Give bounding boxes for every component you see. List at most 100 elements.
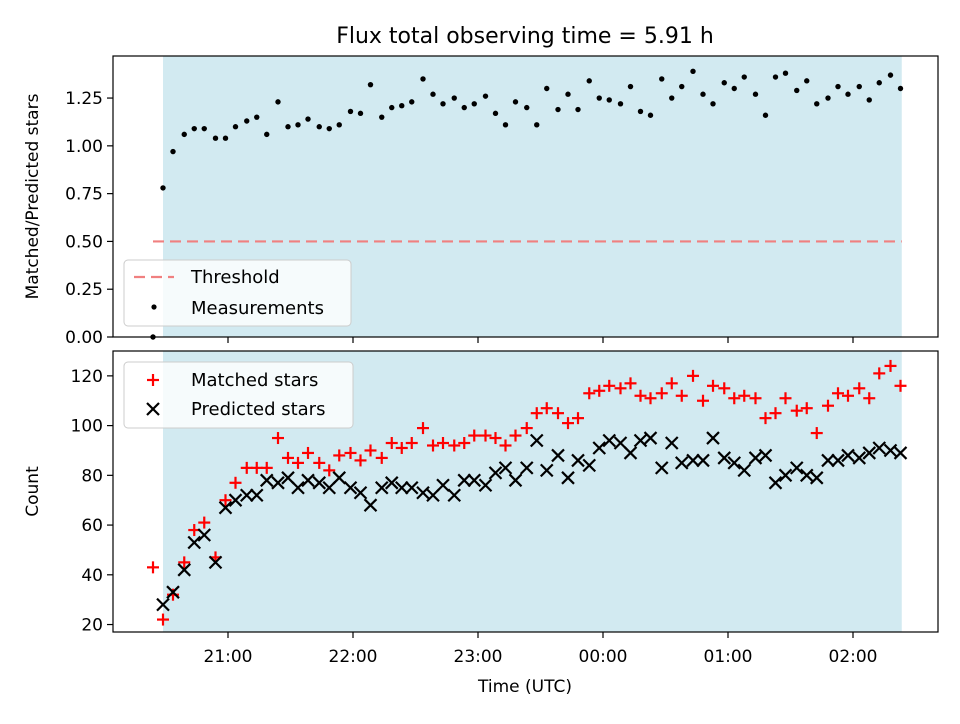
- matched-stars-point: [738, 389, 751, 402]
- matched-stars-point: [468, 429, 481, 442]
- predicted-stars-point: [218, 500, 233, 515]
- matched-stars-point: [728, 392, 741, 405]
- bottom-axes-frame: [112, 350, 939, 633]
- matched-stars-point: [853, 382, 866, 395]
- measurement-point: [471, 101, 477, 107]
- measurement-point: [379, 114, 385, 120]
- matched-stars-point: [458, 437, 471, 450]
- measurement-point: [420, 76, 426, 82]
- matched-stars-point: [687, 369, 699, 382]
- measurement-point: [534, 122, 540, 128]
- matched-stars-point: [229, 476, 242, 489]
- matched-stars-point: [448, 439, 461, 452]
- chart-title: Flux total observing time = 5.91 h: [336, 24, 714, 49]
- predicted-stars-point: [374, 480, 389, 495]
- predicted-stars-point: [208, 555, 223, 570]
- measurement-point: [617, 101, 624, 107]
- predicted-stars-point: [737, 463, 752, 478]
- predicted-stars-point: [686, 453, 700, 468]
- measurement-point: [606, 97, 612, 103]
- predicted-stars-point: [363, 498, 378, 512]
- measurement-point: [512, 99, 519, 105]
- measurement-point: [575, 106, 581, 113]
- measurement-point: [690, 68, 696, 74]
- matched-stars-point: [707, 379, 719, 392]
- y-tick-label: 20: [81, 616, 103, 636]
- matched-stars-point: [769, 407, 782, 420]
- legend-threshold-label: Threshold: [190, 267, 280, 288]
- y-tick-label: 0.75: [65, 185, 103, 205]
- matched-stars-point: [385, 437, 398, 450]
- measurement-point: [191, 125, 197, 132]
- measurement-point: [772, 74, 779, 80]
- measurement-point: [367, 81, 374, 88]
- predicted-stars-point: [353, 485, 368, 500]
- y-tick-label: 0.25: [65, 280, 103, 300]
- predicted-stars-point: [821, 453, 835, 468]
- predicted-stars-point: [852, 451, 867, 465]
- matched-stars-point: [147, 561, 159, 574]
- matched-stars-point: [749, 392, 762, 405]
- top-y-axis: 0.00 0.25 0.50 0.75 1.00 1.25: [65, 89, 113, 348]
- predicted-stars-point: [228, 493, 243, 507]
- matched-stars-point: [302, 446, 314, 459]
- measurement-point: [637, 108, 644, 115]
- predicted-stars-point: [239, 488, 254, 503]
- measurement-point: [845, 91, 851, 97]
- predicted-stars-point: [197, 528, 212, 542]
- matched-stars-point: [260, 461, 273, 474]
- x-tick-label: 01:00: [704, 647, 753, 667]
- predicted-stars-point: [384, 476, 399, 490]
- matched-stars-point: [178, 556, 191, 569]
- x-tick-label: 23:00: [454, 647, 503, 667]
- measurement-point: [232, 124, 239, 130]
- matched-stars-point: [219, 494, 232, 507]
- measurement-point: [244, 118, 250, 124]
- predicted-stars-point: [623, 446, 638, 460]
- measurement-point: [752, 91, 759, 97]
- predicted-stars-point: [696, 453, 710, 468]
- measurement-point: [430, 91, 436, 97]
- matched-stars-point: [675, 389, 688, 402]
- predicted-stars-point: [582, 458, 597, 473]
- measurement-point: [222, 135, 229, 141]
- predicted-stars-point: [602, 433, 617, 448]
- predicted-stars-point: [571, 453, 585, 468]
- measurement-point: [825, 95, 831, 101]
- predicted-stars-point: [883, 443, 898, 458]
- measurement-point: [254, 114, 260, 120]
- x-tick-label: 22:00: [329, 647, 378, 667]
- x-tick-label: 02:00: [829, 647, 878, 667]
- matched-stars-point: [593, 384, 606, 397]
- predicted-stars-point: [508, 473, 523, 488]
- predicted-stars-point: [519, 461, 534, 475]
- top-y-axis-label: Matched/Predicted stars: [23, 93, 43, 299]
- measurement-point: [264, 131, 270, 138]
- matched-stars-point: [842, 389, 854, 402]
- measurement-point: [835, 83, 841, 90]
- matched-stars-point: [364, 444, 377, 457]
- matched-stars-point: [583, 387, 596, 400]
- matched-stars-point: [395, 441, 408, 454]
- predicted-stars-point: [893, 446, 908, 460]
- predicted-stars-point: [872, 441, 887, 455]
- predicted-stars-point: [156, 597, 170, 612]
- matched-stars-point: [540, 402, 553, 415]
- matched-stars-point: [437, 437, 449, 450]
- predicted-stars-point: [551, 448, 565, 463]
- bottom-legend-box: [123, 361, 354, 429]
- measurement-point: [357, 110, 364, 117]
- predicted-stars-point: [166, 585, 180, 599]
- legend-measurements-label: Measurements: [191, 298, 324, 319]
- matched-stars-point: [779, 392, 792, 405]
- measurement-point: [170, 148, 176, 155]
- measurement-point: [814, 101, 820, 107]
- measurement-point: [887, 72, 894, 78]
- predicted-stars-point: [312, 476, 327, 490]
- predicted-stars-point: [592, 441, 607, 455]
- y-tick-label: 100: [71, 417, 103, 437]
- matched-stars-point: [344, 446, 357, 459]
- predicted-stars-point: [664, 436, 679, 450]
- top-x-ticks: [227, 337, 854, 343]
- y-tick-label: 60: [81, 516, 103, 536]
